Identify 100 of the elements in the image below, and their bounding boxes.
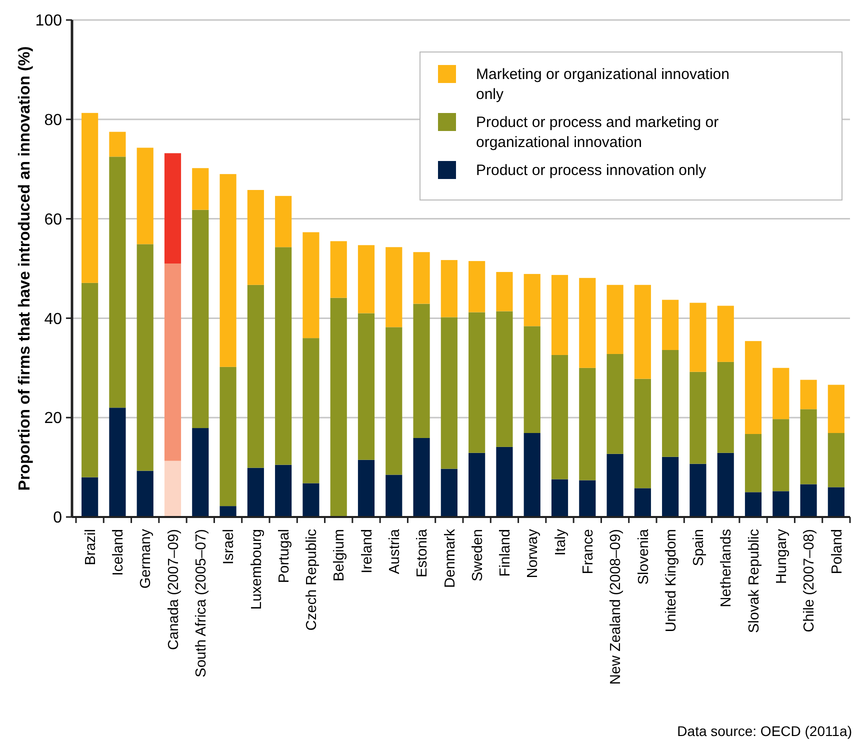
bar [302, 338, 320, 484]
bar [744, 492, 762, 517]
source-note: Data source: OECD (2011a) [677, 723, 852, 739]
legend-label: Product or process innovation only [476, 162, 707, 179]
bar [579, 278, 596, 368]
x-tick-label: Norway [525, 528, 542, 578]
bar [690, 372, 706, 464]
bar [275, 464, 292, 517]
x-tick-label: Iceland [110, 529, 127, 576]
bar [220, 366, 236, 506]
bar [468, 452, 486, 517]
bar [164, 264, 182, 461]
bar [717, 452, 734, 517]
bar [551, 354, 568, 480]
bar [717, 306, 734, 362]
y-tick-label: 20 [44, 410, 62, 428]
bar [744, 434, 762, 492]
bar [606, 284, 624, 354]
bar [440, 260, 458, 318]
bar [192, 210, 209, 428]
bar [690, 464, 706, 517]
bar [662, 300, 679, 350]
bar [579, 480, 596, 517]
legend-label: Product or process and marketing or organizational innovation [476, 114, 719, 151]
x-tick-label: Brazil [82, 529, 99, 566]
bar [662, 350, 679, 457]
bar [275, 247, 292, 465]
bar [800, 409, 817, 484]
bar [744, 341, 762, 434]
bar [386, 474, 402, 517]
bar [302, 483, 320, 517]
bar [828, 487, 844, 517]
bar [164, 460, 182, 517]
bar [192, 168, 209, 210]
bar [496, 272, 513, 312]
bar [828, 433, 844, 488]
bar [413, 438, 430, 517]
x-tick-label: Finland [498, 529, 514, 577]
bar [109, 156, 126, 408]
bar [800, 484, 817, 517]
bar [579, 368, 596, 480]
bar [634, 488, 651, 517]
bar [828, 384, 844, 434]
bar [524, 274, 540, 326]
bar [109, 408, 126, 517]
bar [551, 274, 568, 355]
bar [717, 362, 734, 453]
x-tick-label: Austria [386, 528, 403, 574]
y-tick-label: 80 [44, 112, 62, 129]
bar [82, 282, 98, 478]
bar [358, 460, 375, 517]
bar [496, 446, 513, 517]
bar [606, 354, 624, 454]
x-tick-label: Israel [221, 529, 238, 564]
y-axis-title: Proportion of firms that have introduced an innovation (%) [16, 46, 34, 491]
bar [247, 284, 264, 468]
bar [524, 326, 540, 434]
bar [192, 428, 209, 517]
bar [136, 470, 154, 517]
x-tick-label: Luxembourg [248, 529, 265, 610]
x-tick-label: Belgium [332, 529, 348, 582]
bar [247, 468, 264, 517]
bar [330, 298, 347, 517]
bar [800, 380, 817, 410]
bar [386, 327, 402, 475]
bar [772, 491, 790, 517]
x-tick-label: Netherlands [718, 529, 735, 608]
bar [358, 245, 375, 314]
bar [386, 247, 402, 328]
y-tick-label: 40 [44, 310, 62, 328]
x-tick-label: France [580, 529, 596, 574]
x-tick-label: Germany [138, 528, 154, 589]
bar [413, 252, 430, 304]
bar [440, 468, 458, 517]
x-tick-label: Poland [829, 529, 846, 574]
bar [330, 241, 347, 298]
bar [772, 368, 790, 420]
x-tick-label: Hungary [774, 528, 790, 584]
legend-label: Marketing or organizational innovation only [476, 66, 730, 103]
bar [690, 302, 706, 372]
bar [220, 506, 236, 517]
bar [606, 454, 624, 517]
x-tick-label: South Africa (2005–07) [193, 529, 210, 678]
x-tick-label: United Kingdom [663, 529, 680, 632]
bar [662, 456, 679, 517]
bar [82, 477, 98, 517]
bar [164, 153, 182, 264]
x-tick-label: Czech Republic [304, 529, 320, 631]
x-tick-label: Estonia [414, 528, 431, 578]
x-tick-label: Canada (2007–09) [166, 529, 182, 650]
bar [468, 261, 486, 312]
x-tick-label: Sweden [470, 529, 486, 582]
bar [136, 148, 154, 244]
x-tick-label: Ireland [359, 529, 376, 574]
x-tick-label: New Zealand (2008–09) [608, 529, 624, 685]
y-tick-label: 0 [53, 510, 62, 527]
bar [413, 304, 430, 438]
y-tick-label: 60 [44, 211, 62, 228]
x-tick-label: Denmark [442, 528, 458, 588]
bar [82, 112, 98, 283]
